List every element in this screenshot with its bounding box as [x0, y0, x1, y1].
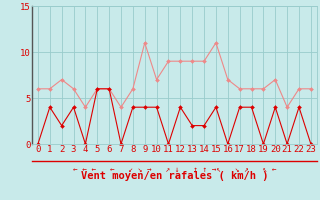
Text: ← ← ←   ←   ↙ ↘ →   ↗ ↓   ↑ ↑ →↖   ↘ ↗   ↖ ←: ← ← ← ← ↙ ↘ → ↗ ↓ ↑ ↑ →↖ ↘ ↗ ↖ ←: [73, 164, 276, 173]
X-axis label: Vent moyen/en rafales ( km/h ): Vent moyen/en rafales ( km/h ): [81, 171, 268, 181]
